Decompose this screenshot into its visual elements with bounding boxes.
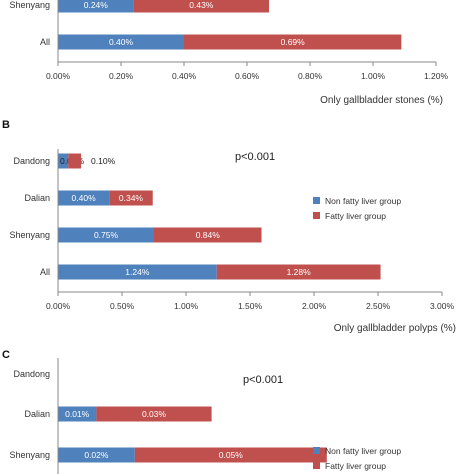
p-value-annotation: p<0.001 [235, 151, 275, 163]
x-tick-label: 0.80% [298, 71, 323, 81]
x-tick-label: 0.00% [46, 301, 71, 311]
x-axis-title: Only gallbladder polyps (%) [334, 323, 456, 334]
x-tick-label: 0.20% [109, 71, 134, 81]
bar-non-fatty [58, 34, 184, 50]
category-label: Shenyang [9, 230, 50, 240]
data-label: 0.10% [91, 156, 116, 166]
category-label: Shenyang [9, 0, 50, 10]
x-tick-label: 0.50% [110, 301, 135, 311]
category-label: Dalian [24, 409, 50, 419]
bar-non-fatty [58, 264, 217, 280]
legend-label: Non fatty liver group [325, 446, 401, 456]
x-tick-label: 0.40% [172, 71, 197, 81]
data-label: 0.40% [72, 193, 97, 203]
p-value-annotation: p<0.001 [243, 374, 283, 386]
data-label: 0.02% [84, 450, 109, 460]
x-tick-label: 0.00% [46, 71, 71, 81]
x-tick-label: 0.60% [235, 71, 260, 81]
panel-letter: B [2, 119, 10, 131]
legend-label: Fatty liver group [325, 211, 386, 221]
legend-label: Fatty liver group [325, 461, 386, 471]
bar-fatty [96, 406, 212, 422]
legend-swatch [313, 447, 320, 454]
bar-non-fatty [58, 447, 135, 463]
x-tick-label: 3.00% [430, 301, 455, 311]
data-label: 0.40% [109, 37, 134, 47]
data-label: 0.34% [119, 193, 144, 203]
x-axis-title: Only gallbladder stones (%) [320, 95, 443, 106]
data-label: 0.75% [94, 230, 119, 240]
bar-fatty [184, 34, 402, 50]
data-label: 0.05% [219, 450, 244, 460]
legend-label: Non fatty liver group [325, 196, 401, 206]
bar-non-fatty [58, 227, 154, 243]
data-label: 1.28% [287, 267, 312, 277]
category-label: Dalian [24, 193, 50, 203]
legend-swatch [313, 212, 320, 219]
data-label: 0.01% [65, 409, 90, 419]
x-tick-label: 1.00% [174, 301, 199, 311]
category-label: Dandong [13, 156, 50, 166]
bar-non-fatty [58, 406, 97, 422]
legend-swatch [313, 462, 320, 469]
category-label: Dandong [13, 369, 50, 379]
data-label: 0.69% [281, 37, 306, 47]
bar-non-fatty [58, 0, 134, 13]
category-label: Shenyang [9, 450, 50, 460]
bar-fatty [154, 227, 262, 243]
bar-fatty [216, 264, 381, 280]
x-tick-label: 2.00% [302, 301, 327, 311]
bar-fatty [109, 190, 153, 206]
legend-swatch [313, 197, 320, 204]
panel-letter: C [2, 349, 10, 361]
data-label: 0.24% [84, 0, 109, 10]
bar-fatty [68, 153, 82, 169]
x-tick-label: 1.50% [238, 301, 263, 311]
x-tick-label: 2.50% [366, 301, 391, 311]
x-tick-label: 1.20% [424, 71, 449, 81]
bar-non-fatty [58, 153, 69, 169]
category-label: All [40, 37, 50, 47]
x-tick-label: 1.00% [361, 71, 386, 81]
chart-layer: Shenyang 0.24% 0.43% All 0.40% 0.69% 0.00% 0.20… [2, 0, 456, 474]
data-label: 0.43% [189, 0, 214, 10]
bar-fatty [133, 0, 270, 13]
data-label: 1.24% [125, 267, 150, 277]
category-label: All [40, 267, 50, 277]
data-label: 0.84% [196, 230, 221, 240]
data-label: 0.03% [142, 409, 167, 419]
bar-fatty [134, 447, 327, 463]
bar-non-fatty [58, 190, 110, 206]
